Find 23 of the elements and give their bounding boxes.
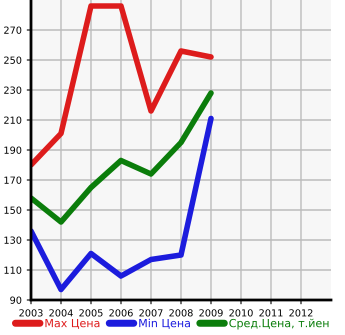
legend-label: Min Цена (139, 318, 190, 329)
y-tick-label: 110 (4, 266, 22, 274)
x-tick-label: 2012 (289, 309, 312, 317)
x-tick-label: 2011 (259, 309, 282, 317)
legend-label: Сред.Цена, т.йен (229, 318, 329, 330)
y-tick-label: 190 (4, 146, 22, 154)
x-tick-label: 2004 (49, 309, 73, 317)
y-tick-label: 90 (10, 296, 22, 304)
y-tick-label: 130 (4, 236, 22, 244)
x-tick-label: 2003 (19, 309, 43, 317)
y-tick-label: 250 (4, 56, 22, 64)
x-tick-label: 2010 (229, 309, 253, 317)
y-tick-label: 270 (4, 26, 22, 34)
x-tick-label: 2009 (199, 309, 223, 317)
y-tick-label: 210 (4, 116, 22, 124)
y-tick-label: 150 (4, 206, 22, 214)
x-tick-label: 2008 (169, 309, 193, 317)
y-tick-label: 170 (4, 176, 22, 184)
x-tick-label: 2007 (139, 309, 163, 317)
x-tick-label: 2005 (79, 309, 103, 317)
y-tick-label: 230 (4, 86, 22, 94)
x-tick-label: 2006 (109, 309, 133, 317)
legend-label: Max Цена (45, 319, 100, 329)
